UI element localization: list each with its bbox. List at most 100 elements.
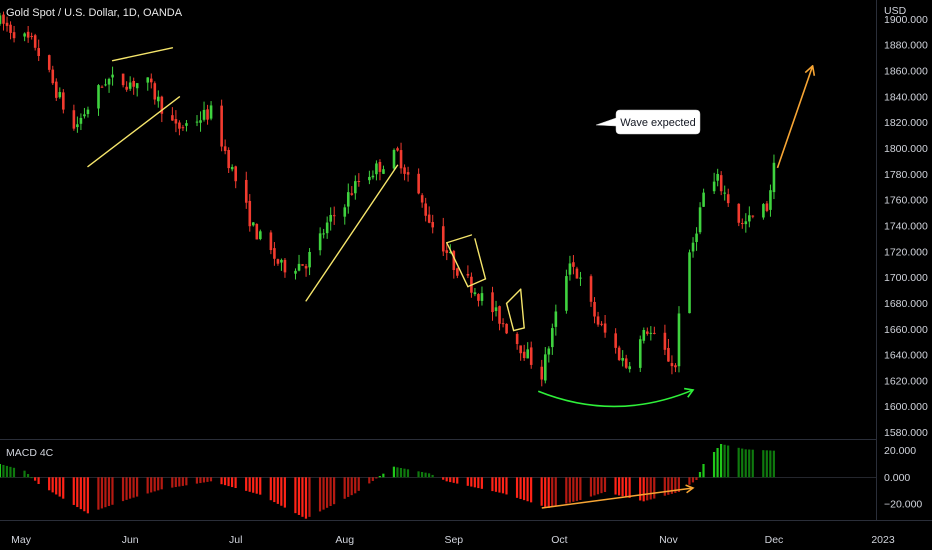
macd-bar — [350, 477, 353, 496]
candle-body — [452, 251, 456, 271]
callout-bubble — [595, 109, 701, 135]
macd-bar — [445, 477, 448, 482]
trend-line — [505, 302, 515, 332]
price-tick-label: 1780.000 — [884, 169, 928, 181]
macd-bar — [646, 477, 649, 501]
macd-bar — [26, 474, 30, 478]
macd-bar — [515, 477, 519, 498]
macd-bar — [480, 477, 483, 489]
candle-body — [23, 33, 26, 37]
macd-bar — [762, 450, 765, 478]
candle-body — [501, 323, 505, 325]
macd-bar — [245, 477, 248, 491]
macd-bar — [431, 474, 434, 478]
macd-bar — [772, 450, 775, 478]
macd-bar — [79, 477, 82, 510]
candle-body — [248, 200, 252, 227]
candle-body — [132, 80, 135, 87]
macd-bar — [670, 477, 673, 494]
candle-body — [603, 323, 607, 333]
macd-bar — [132, 477, 135, 498]
candle-body — [628, 366, 632, 370]
candle-body — [276, 259, 280, 264]
macd-bar — [308, 477, 311, 517]
macd-bar — [252, 477, 255, 493]
macd-bar — [83, 477, 86, 512]
candle-body — [146, 77, 150, 83]
macd-bar — [357, 477, 360, 491]
candle-body — [382, 169, 385, 174]
candle-body — [128, 82, 132, 89]
macd-bar — [206, 477, 209, 482]
candle-body — [396, 148, 399, 151]
candle-body — [199, 120, 202, 123]
chart-title: Gold Spot / U.S. Dollar, 1D, OANDA — [6, 7, 183, 19]
macd-bar — [741, 448, 744, 478]
candle-body — [575, 268, 579, 279]
candle-body — [551, 328, 554, 348]
macd-bar — [765, 450, 768, 478]
candle-body — [494, 307, 498, 312]
macd-bar — [9, 466, 12, 478]
macd-bar — [280, 477, 283, 506]
candle-body — [37, 48, 40, 56]
macd-bar — [48, 477, 51, 491]
candle-body — [62, 92, 65, 110]
macd-histogram — [0, 444, 876, 519]
candle-body — [220, 105, 223, 147]
candle-body — [653, 332, 656, 334]
macd-bar — [427, 473, 431, 478]
candle-body — [695, 233, 698, 242]
candle-body — [54, 81, 58, 98]
candle-body — [491, 292, 494, 313]
candle-body — [621, 358, 624, 361]
macd-axis[interactable]: 20.000 0.000 −20.000 — [884, 445, 922, 510]
macd-bar — [628, 477, 631, 498]
macd-bar — [100, 477, 104, 509]
macd-bar — [230, 477, 234, 488]
candle-body — [589, 276, 593, 302]
macd-bar — [136, 477, 139, 497]
candle-body — [392, 149, 396, 169]
candle-body — [185, 123, 188, 126]
candle-body — [719, 175, 723, 192]
candle-body — [227, 149, 230, 169]
candle-body — [427, 214, 431, 223]
price-tick-label: 1820.000 — [884, 117, 928, 129]
macd-bar — [329, 477, 332, 506]
macd-bar — [674, 477, 677, 493]
candle-body — [698, 207, 702, 233]
price-tick-label: 1760.000 — [884, 195, 928, 207]
time-axis[interactable]: MayJunJulAugSepOctNovDec2023FebMarApr — [11, 534, 932, 546]
price-tick-label: 1580.000 — [884, 427, 928, 439]
candle-body — [47, 55, 51, 70]
trend-line — [446, 234, 473, 244]
macd-bar — [269, 477, 272, 501]
macd-bar — [737, 447, 740, 478]
macd-bar — [220, 477, 223, 485]
macd-bar — [255, 477, 258, 494]
forecast-arrow — [776, 65, 814, 169]
macd-bar — [121, 477, 125, 502]
wave-expected-callout[interactable]: Wave expected — [595, 109, 701, 135]
macd-bar — [128, 477, 132, 499]
candle-body — [772, 162, 776, 193]
candle-body — [572, 262, 575, 267]
candle-body — [9, 24, 12, 33]
candle-body — [174, 119, 178, 124]
time-tick-label: May — [11, 534, 32, 546]
macd-bar — [248, 477, 251, 492]
candle-body — [107, 78, 111, 85]
candle-body — [638, 339, 642, 368]
macd-bar — [498, 477, 501, 493]
price-tick-label: 1660.000 — [884, 324, 928, 336]
candle-body — [403, 167, 406, 174]
macd-bar — [519, 477, 522, 499]
price-tick-label: 1900.000 — [884, 14, 928, 26]
macd-bar — [58, 477, 61, 497]
candle-body — [357, 180, 361, 182]
candle-body — [540, 366, 544, 380]
candle-body — [417, 173, 420, 194]
price-axis[interactable]: 1580.000 1600.000 1620.000 1640.000 1660.000… — [884, 14, 928, 439]
